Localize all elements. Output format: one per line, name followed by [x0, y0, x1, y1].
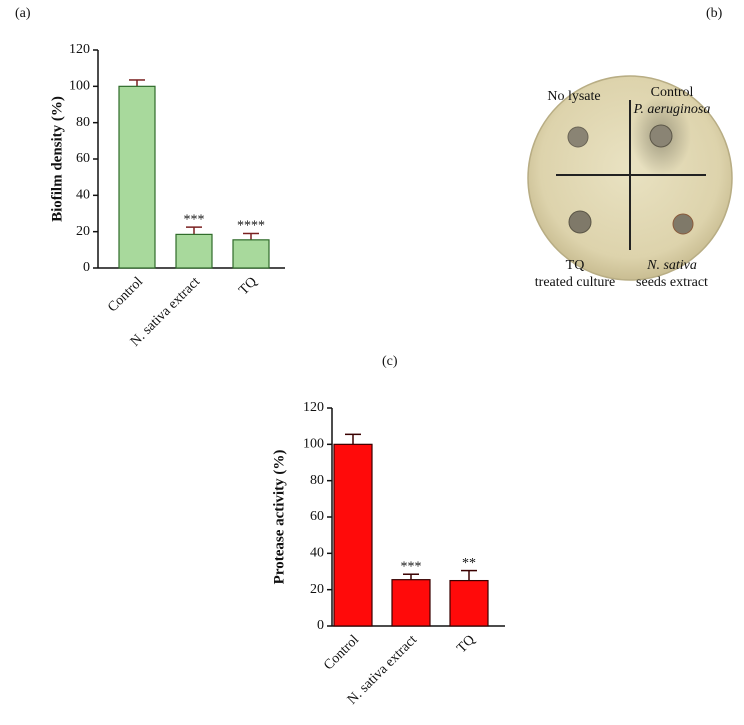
x-tick-label: TQ [236, 274, 260, 298]
x-tick-label: TQ [454, 632, 478, 656]
x-tick-label: Control [321, 632, 362, 673]
y-tick-label: 40 [310, 546, 324, 561]
y-tick-label: 60 [76, 151, 90, 166]
y-tick-label: 80 [76, 115, 90, 130]
y-tick-label: 120 [303, 400, 324, 415]
plate-label: seeds extract [636, 275, 708, 290]
bar [118, 85, 156, 269]
plate-label: Control [651, 85, 694, 100]
y-tick-label: 20 [310, 582, 324, 597]
plate-label: TQ [566, 258, 585, 273]
significance: *** [401, 559, 422, 574]
y-tick-label: 60 [310, 509, 324, 524]
plate-label: P. aeruginosa [633, 102, 711, 117]
y-tick-label: 40 [76, 188, 90, 203]
y-tick-label: 120 [69, 42, 90, 57]
y-axis-label: Protease activity (%) [271, 450, 287, 585]
significance: *** [184, 212, 205, 227]
plate-label: treated culture [535, 275, 615, 290]
bar [175, 233, 213, 269]
panel-label: (b) [706, 6, 723, 21]
plate-photo [527, 75, 733, 281]
bar [333, 443, 373, 627]
significance: ** [462, 556, 476, 571]
plate-label: No lysate [547, 89, 600, 104]
bar [232, 239, 270, 269]
y-tick-label: 80 [310, 473, 324, 488]
y-tick-label: 0 [83, 260, 90, 275]
y-tick-label: 100 [69, 79, 90, 94]
plate-label: N. sativa [646, 258, 697, 273]
y-tick-label: 20 [76, 224, 90, 239]
panel-label: (a) [15, 6, 31, 21]
y-tick-label: 100 [303, 437, 324, 452]
y-tick-label: 0 [317, 618, 324, 633]
panel-label: (c) [382, 354, 398, 369]
significance: **** [237, 219, 265, 234]
y-axis-label: Biofilm density (%) [49, 96, 65, 222]
bar [449, 579, 489, 627]
bar [391, 579, 431, 627]
x-tick-label: Control [105, 274, 146, 315]
